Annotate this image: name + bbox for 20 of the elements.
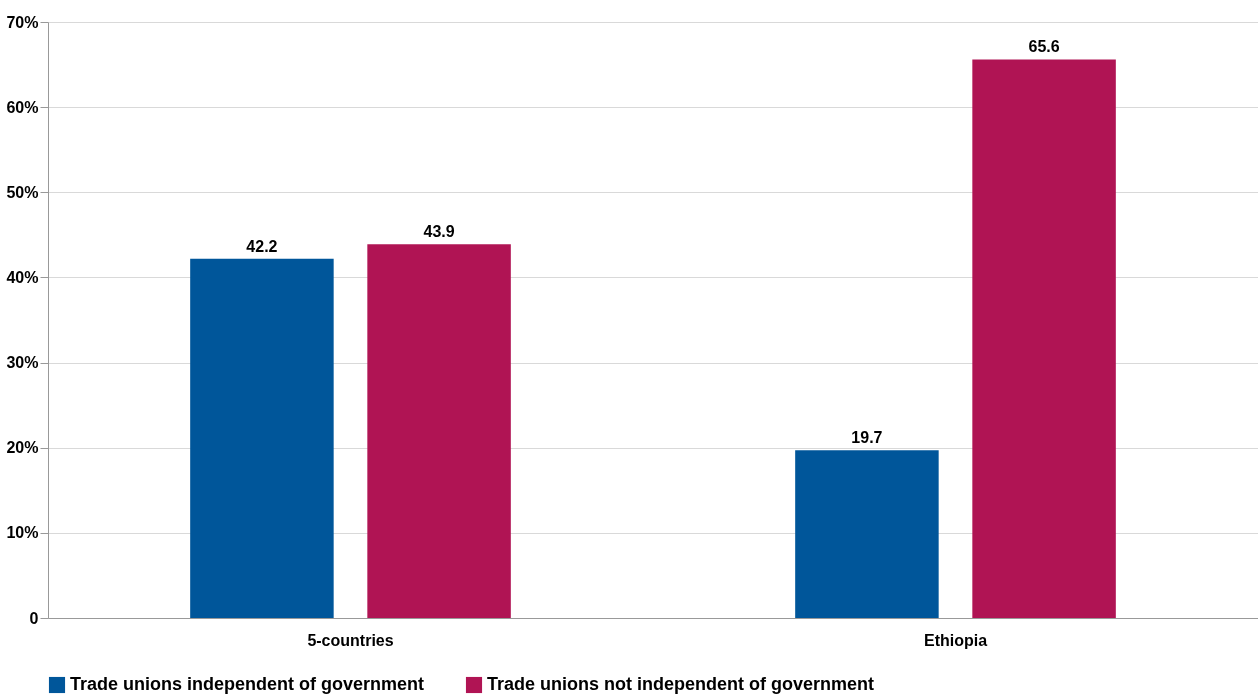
bar <box>795 450 939 618</box>
y-tick-label: 10% <box>6 524 39 542</box>
y-tick-label: 0 <box>29 609 39 627</box>
y-tick-label: 20% <box>6 439 39 457</box>
legend-label: Trade unions independent of government <box>70 674 425 694</box>
y-tick-label: 40% <box>6 268 39 286</box>
y-tick-label: 60% <box>6 98 39 116</box>
bar <box>190 258 334 618</box>
x-tick-label: 5-countries <box>307 631 394 649</box>
data-label: 42.2 <box>246 237 278 255</box>
bar <box>972 59 1116 618</box>
y-tick-label: 30% <box>6 354 39 372</box>
x-tick-label: Ethiopia <box>923 631 988 649</box>
bar <box>367 244 511 618</box>
legend-label: Trade unions not independent of government <box>487 674 875 694</box>
y-tick-label: 70% <box>6 13 39 31</box>
data-label: 43.9 <box>423 223 455 241</box>
data-label: 19.7 <box>851 429 883 447</box>
data-label: 65.6 <box>1028 38 1060 56</box>
y-tick-label: 50% <box>6 183 39 201</box>
